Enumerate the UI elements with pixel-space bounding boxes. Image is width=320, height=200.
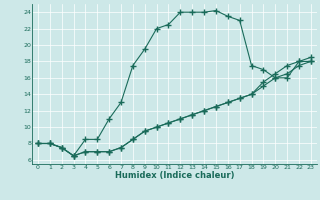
X-axis label: Humidex (Indice chaleur): Humidex (Indice chaleur) — [115, 171, 234, 180]
